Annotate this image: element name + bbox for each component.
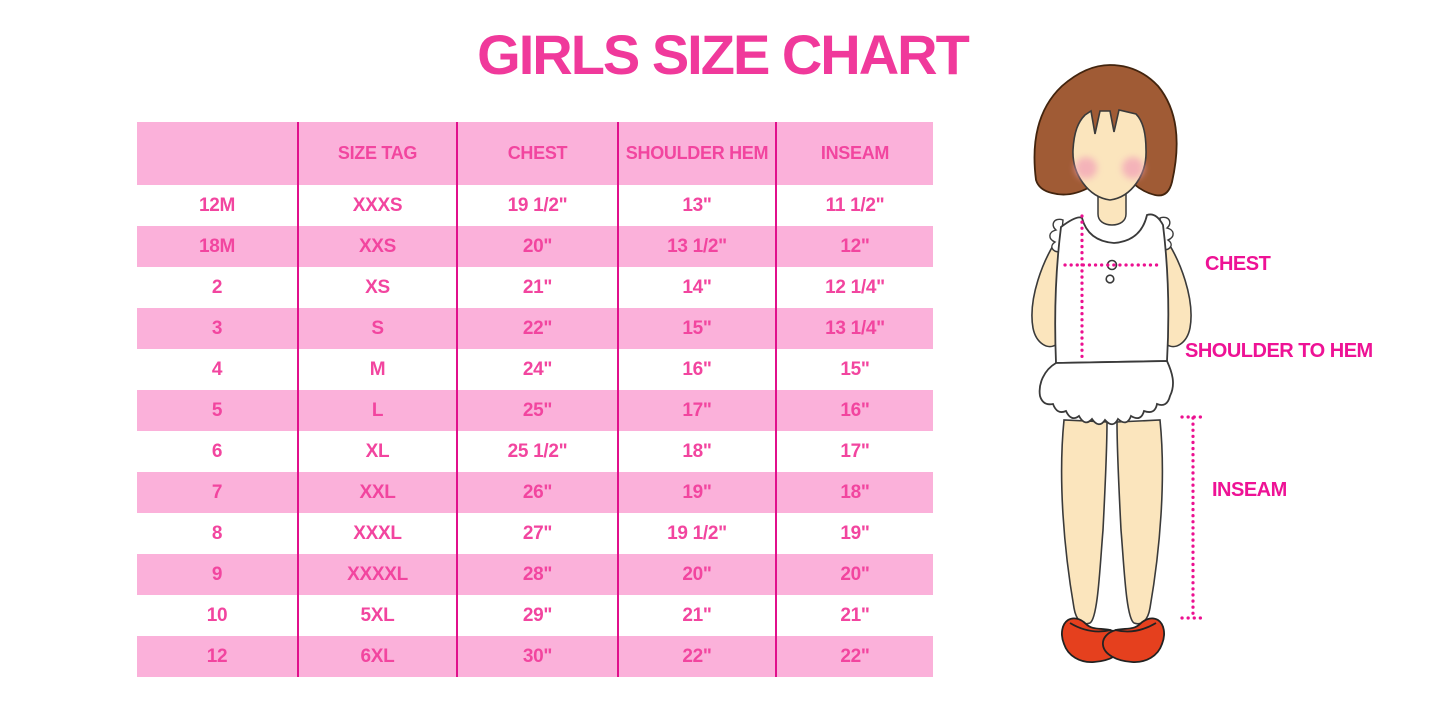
header-cell-size-tag: SIZE TAG: [297, 122, 456, 185]
cell-inseam: 18": [775, 472, 933, 513]
table-row: 9 XXXXL 28" 20" 20": [137, 554, 933, 595]
cell-inseam: 21": [775, 595, 933, 636]
cell-inseam: 19": [775, 513, 933, 554]
cell-chest: 28": [456, 554, 617, 595]
table-row: 12 6XL 30" 22" 22": [137, 636, 933, 677]
cell-shoulder-hem: 14": [617, 267, 775, 308]
cell-size-tag: XXS: [297, 226, 456, 267]
cell-size-tag: 5XL: [297, 595, 456, 636]
cell-size: 5: [211, 399, 223, 421]
cell-size: 18M: [198, 235, 236, 257]
table-row: 4 M 24" 16" 15": [137, 349, 933, 390]
cell-size: 4: [211, 358, 223, 380]
cell-shoulder-hem: 21": [617, 595, 775, 636]
cell-inseam: 15": [775, 349, 933, 390]
cell-shoulder-hem: 13 1/2": [617, 226, 775, 267]
cell-size-tag: XXXL: [297, 513, 456, 554]
cell-shoulder-hem: 15": [617, 308, 775, 349]
cell-size: 2: [211, 276, 223, 298]
table-row: 18M XXS 20" 13 1/2" 12": [137, 226, 933, 267]
cell-size-tag: S: [297, 308, 456, 349]
cell-inseam: 12": [775, 226, 933, 267]
cell-chest: 20": [456, 226, 617, 267]
cell-shoulder-hem: 20": [617, 554, 775, 595]
header-cell-size: [137, 122, 297, 185]
cell-inseam: 11 1/2": [775, 185, 933, 226]
cell-size: 3: [211, 317, 223, 339]
cell-size-tag: XXL: [297, 472, 456, 513]
cell-shoulder-hem: 17": [617, 390, 775, 431]
shoes: [1061, 617, 1165, 663]
cell-inseam: 20": [775, 554, 933, 595]
cell-size: 10: [206, 604, 228, 626]
size-chart-table: SIZE TAG CHEST SHOULDER HEM INSEAM 12M X…: [137, 122, 933, 677]
cell-chest: 19 1/2": [456, 185, 617, 226]
cell-chest: 30": [456, 636, 617, 677]
inseam-label: INSEAM: [1212, 479, 1287, 501]
cell-chest: 25 1/2": [456, 431, 617, 472]
header-cell-shoulder-hem: SHOULDER HEM: [617, 122, 775, 185]
cell-inseam: 16": [775, 390, 933, 431]
table-row: 3 S 22" 15" 13 1/4": [137, 308, 933, 349]
cell-size: 6: [211, 440, 223, 462]
table-row: 6 XL 25 1/2" 18" 17": [137, 431, 933, 472]
cell-size-tag: L: [297, 390, 456, 431]
girl-figure-illustration: [1031, 64, 1205, 663]
cell-shoulder-hem: 18": [617, 431, 775, 472]
cell-chest: 26": [456, 472, 617, 513]
table-row: 2 XS 21" 14" 12 1/4": [137, 267, 933, 308]
skirt: [1038, 360, 1174, 426]
cell-size-tag: XS: [297, 267, 456, 308]
cell-size-tag: XXXXL: [297, 554, 456, 595]
cell-shoulder-hem: 13": [617, 185, 775, 226]
shirt-buttons: [1105, 259, 1118, 284]
cell-inseam: 22": [775, 636, 933, 677]
cell-size-tag: M: [297, 349, 456, 390]
cell-shoulder-hem: 16": [617, 349, 775, 390]
cell-size: 8: [211, 522, 223, 544]
cell-chest: 22": [456, 308, 617, 349]
shoulder-to-hem-label: SHOULDER TO HEM: [1185, 340, 1373, 362]
shirt: [1049, 213, 1174, 364]
cell-size-tag: 6XL: [297, 636, 456, 677]
cell-size-tag: XXXS: [297, 185, 456, 226]
cell-chest: 29": [456, 595, 617, 636]
table-row: 5 L 25" 17" 16": [137, 390, 933, 431]
cell-shoulder-hem: 22": [617, 636, 775, 677]
cell-size: 9: [211, 563, 223, 585]
cell-chest: 24": [456, 349, 617, 390]
blush: [1075, 157, 1144, 179]
cell-shoulder-hem: 19 1/2": [617, 513, 775, 554]
cell-size: 7: [211, 481, 223, 503]
cell-size-tag: XL: [297, 431, 456, 472]
cell-size: 12: [206, 645, 228, 667]
table-row: 7 XXL 26" 19" 18": [137, 472, 933, 513]
cell-inseam: 13 1/4": [775, 308, 933, 349]
table-row: 8 XXXL 27" 19 1/2" 19": [137, 513, 933, 554]
header-cell-chest: CHEST: [456, 122, 617, 185]
table-row: 12M XXXS 19 1/2" 13" 11 1/2": [137, 185, 933, 226]
cell-shoulder-hem: 19": [617, 472, 775, 513]
cell-inseam: 12 1/4": [775, 267, 933, 308]
page-title: GIRLS SIZE CHART: [477, 23, 970, 86]
legs: [1060, 419, 1164, 625]
cell-inseam: 17": [775, 431, 933, 472]
header-cell-inseam: INSEAM: [775, 122, 933, 185]
table-row: 10 5XL 29" 21" 21": [137, 595, 933, 636]
chest-label: CHEST: [1205, 253, 1271, 275]
cell-chest: 21": [456, 267, 617, 308]
cell-chest: 25": [456, 390, 617, 431]
table-header-row: SIZE TAG CHEST SHOULDER HEM INSEAM: [137, 122, 933, 185]
cell-size: 12M: [198, 194, 236, 216]
cell-chest: 27": [456, 513, 617, 554]
